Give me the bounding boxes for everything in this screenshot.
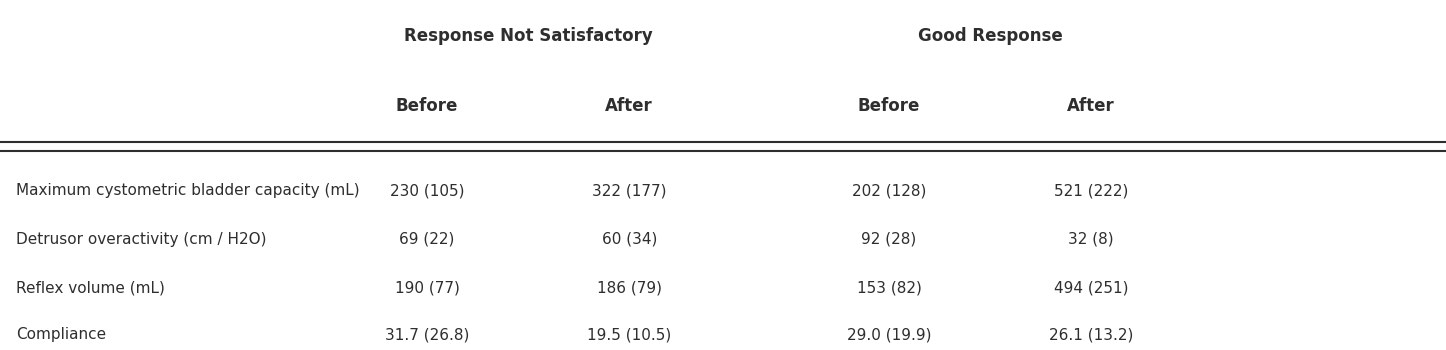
Text: 26.1 (13.2): 26.1 (13.2) (1048, 327, 1134, 342)
Text: 153 (82): 153 (82) (856, 280, 921, 295)
Text: 202 (128): 202 (128) (852, 183, 925, 198)
Text: After: After (1067, 97, 1115, 114)
Text: 322 (177): 322 (177) (591, 183, 667, 198)
Text: Reflex volume (mL): Reflex volume (mL) (16, 280, 165, 295)
Text: Compliance: Compliance (16, 327, 106, 342)
Text: 190 (77): 190 (77) (395, 280, 460, 295)
Text: Maximum cystometric bladder capacity (mL): Maximum cystometric bladder capacity (mL… (16, 183, 360, 198)
Text: 186 (79): 186 (79) (597, 280, 662, 295)
Text: 521 (222): 521 (222) (1054, 183, 1128, 198)
Text: 230 (105): 230 (105) (390, 183, 464, 198)
Text: 60 (34): 60 (34) (602, 232, 656, 247)
Text: Before: Before (857, 97, 920, 114)
Text: Detrusor overactivity (cm / H2O): Detrusor overactivity (cm / H2O) (16, 232, 266, 247)
Text: 69 (22): 69 (22) (399, 232, 455, 247)
Text: Good Response: Good Response (918, 27, 1063, 45)
Text: 92 (28): 92 (28) (862, 232, 917, 247)
Text: 31.7 (26.8): 31.7 (26.8) (385, 327, 470, 342)
Text: 19.5 (10.5): 19.5 (10.5) (587, 327, 671, 342)
Text: 494 (251): 494 (251) (1054, 280, 1128, 295)
Text: Before: Before (396, 97, 458, 114)
Text: 29.0 (19.9): 29.0 (19.9) (847, 327, 931, 342)
Text: 32 (8): 32 (8) (1069, 232, 1113, 247)
Text: After: After (606, 97, 654, 114)
Text: Response Not Satisfactory: Response Not Satisfactory (403, 27, 652, 45)
